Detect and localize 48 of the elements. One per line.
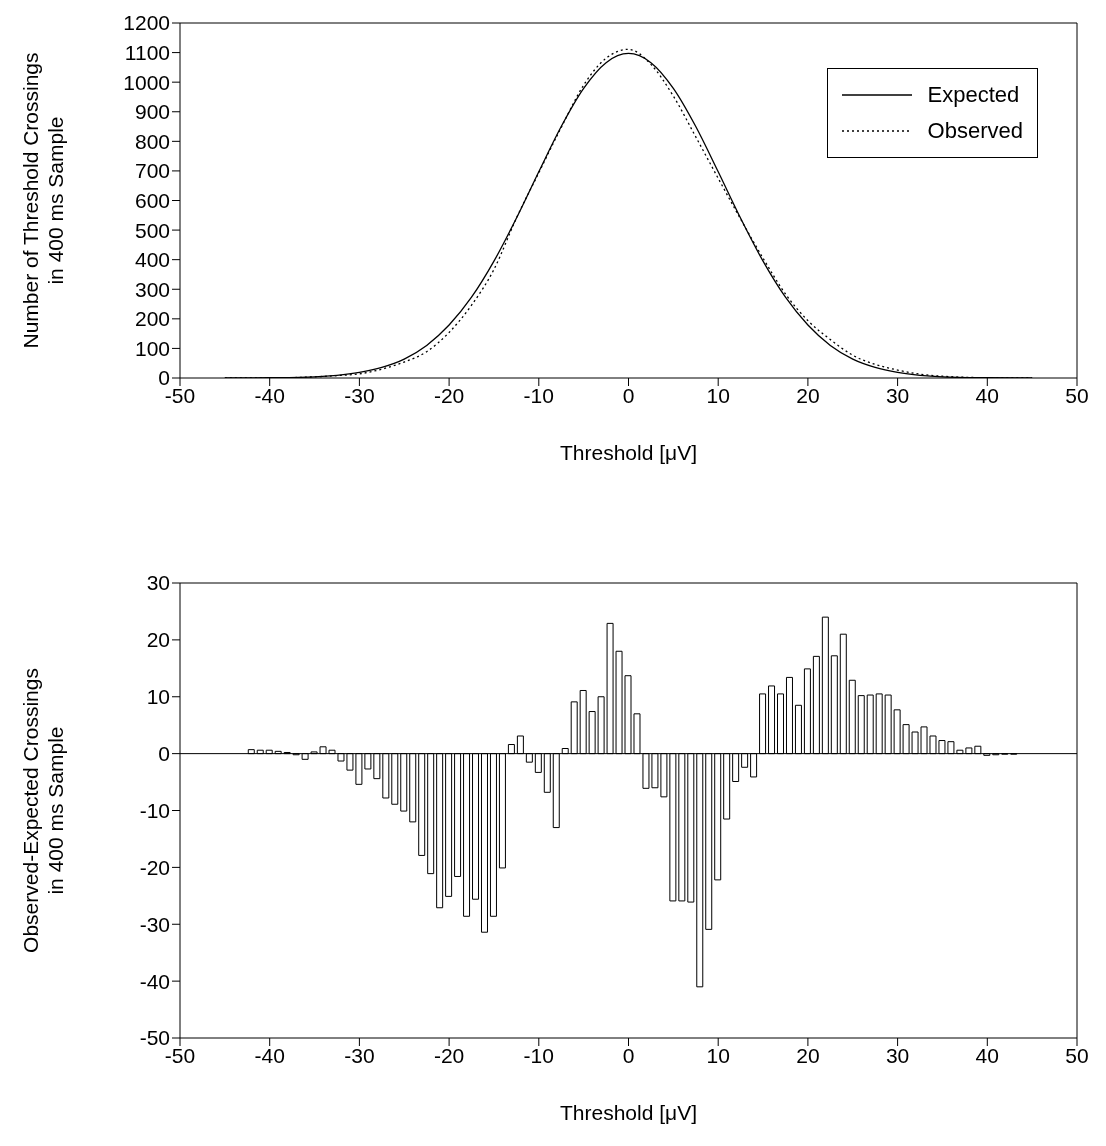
y-tick-label: 1200 bbox=[123, 11, 170, 35]
x-tick-label: -20 bbox=[433, 1043, 465, 1067]
x-tick-label: 50 bbox=[1065, 383, 1089, 407]
y-tick-label: -10 bbox=[139, 798, 170, 822]
x-tick-label: -40 bbox=[254, 1043, 285, 1067]
legend-label: Observed bbox=[927, 118, 1023, 144]
y-tick-label: 800 bbox=[134, 129, 170, 153]
x-tick-label: 50 bbox=[1065, 1043, 1089, 1067]
y-tick-label: -50 bbox=[139, 1026, 170, 1050]
x-tick-label: 0 bbox=[622, 383, 635, 407]
y-tick-label: 700 bbox=[134, 159, 170, 183]
legend-label: Expected bbox=[927, 82, 1020, 108]
x-tick-label: -40 bbox=[254, 383, 285, 407]
y-tick-label: 900 bbox=[134, 100, 170, 124]
x-tick-label: 10 bbox=[706, 383, 730, 407]
y-axis-title: Number of Threshold Crossings in 400 ms Sample bbox=[19, 52, 67, 349]
x-tick-label: -10 bbox=[523, 383, 554, 407]
x-tick-label: 10 bbox=[706, 1043, 730, 1067]
y-tick-label: 0 bbox=[158, 366, 170, 390]
y-tick-label: 500 bbox=[134, 218, 170, 242]
x-axis-title: Threshold [μV] bbox=[560, 441, 697, 464]
x-tick-label: -30 bbox=[344, 1043, 375, 1067]
y-tick-label: -40 bbox=[139, 969, 170, 993]
y-tick-label: 10 bbox=[146, 685, 170, 709]
y-axis-title: Observed-Expected Crossings in 400 ms Sample bbox=[19, 668, 67, 953]
x-tick-label: -20 bbox=[433, 383, 465, 407]
y-tick-label: 30 bbox=[146, 571, 170, 595]
x-tick-label: 30 bbox=[885, 1043, 910, 1067]
y-tick-label: 20 bbox=[146, 628, 170, 652]
x-tick-label: 20 bbox=[796, 1043, 820, 1067]
y-tick-label: 300 bbox=[134, 277, 170, 301]
x-tick-label: 40 bbox=[975, 1043, 999, 1067]
x-tick-label: 30 bbox=[885, 383, 910, 407]
x-tick-label: -30 bbox=[344, 383, 375, 407]
y-tick-label: 100 bbox=[134, 336, 170, 360]
x-tick-label: 40 bbox=[975, 383, 999, 407]
x-axis-title: Threshold [μV] bbox=[560, 1101, 697, 1124]
y-tick-label: 200 bbox=[134, 307, 170, 331]
y-tick-label: 600 bbox=[134, 188, 170, 212]
y-tick-label: 400 bbox=[134, 248, 170, 272]
y-tick-label: 0 bbox=[158, 742, 170, 766]
y-tick-label: -20 bbox=[139, 855, 170, 879]
y-tick-label: 1000 bbox=[123, 70, 170, 94]
y-tick-label: 1100 bbox=[124, 41, 170, 65]
x-tick-label: 20 bbox=[796, 383, 820, 407]
x-tick-label: -10 bbox=[523, 1043, 554, 1067]
y-tick-label: -30 bbox=[139, 912, 170, 936]
x-tick-label: 0 bbox=[622, 1043, 635, 1067]
